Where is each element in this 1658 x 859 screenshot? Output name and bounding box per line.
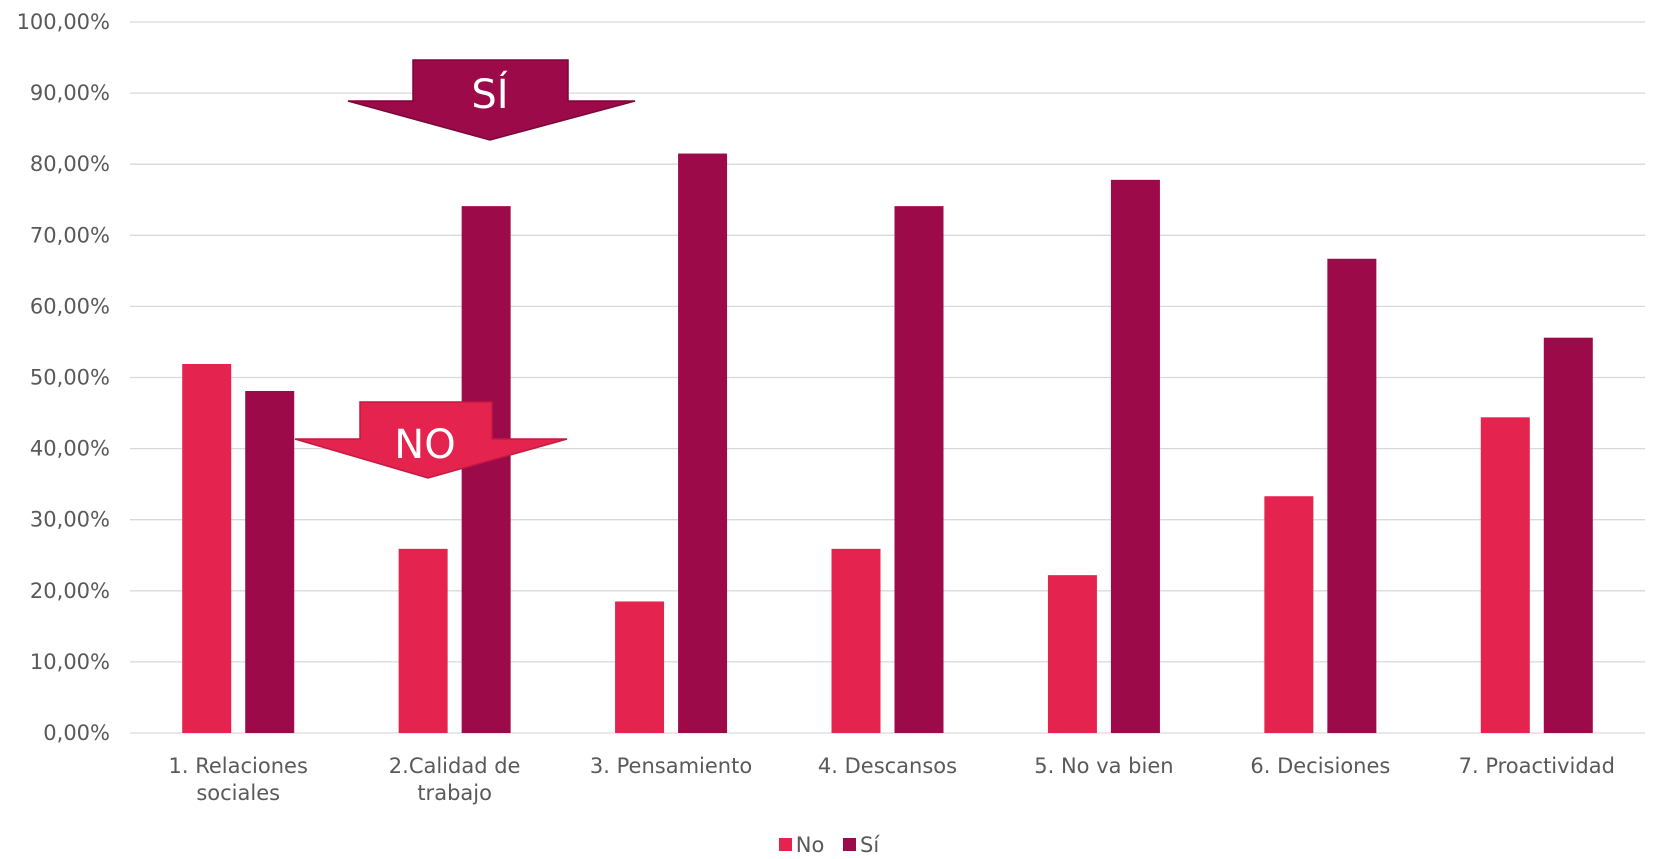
legend: No Sí xyxy=(0,832,1658,857)
x-category-label: 7. Proactividad xyxy=(1459,754,1615,778)
bar-no xyxy=(831,548,881,733)
bar-si xyxy=(245,391,295,733)
y-tick-label: 50,00% xyxy=(30,366,110,390)
bar-si xyxy=(894,206,944,734)
si-arrow-label: SÍ xyxy=(471,70,508,118)
bar-no xyxy=(398,548,448,733)
gridlines xyxy=(130,21,1645,734)
y-tick-label: 40,00% xyxy=(30,437,110,461)
y-tick-label: 10,00% xyxy=(30,650,110,674)
bars xyxy=(182,153,1593,734)
bar-no xyxy=(1047,575,1097,733)
legend-label-no: No xyxy=(795,832,825,857)
si-callout-arrow: SÍ xyxy=(347,59,636,141)
bar-no xyxy=(1264,496,1314,733)
si-arrow-shape xyxy=(347,59,636,141)
y-tick-label: 90,00% xyxy=(30,81,110,105)
y-tick-label: 80,00% xyxy=(30,152,110,176)
bar-no xyxy=(615,601,665,733)
x-category-label: 6. Decisiones xyxy=(1250,754,1390,778)
bar-si xyxy=(678,153,728,733)
y-tick-label: 30,00% xyxy=(30,508,110,532)
no-arrow-label: NO xyxy=(394,422,455,468)
bar-si xyxy=(1110,179,1160,734)
x-category-label: 1. Relaciones sociales xyxy=(169,754,308,805)
legend-item-si: Sí xyxy=(843,833,879,857)
y-tick-label: 60,00% xyxy=(30,294,110,318)
y-tick-label: 0,00% xyxy=(43,721,110,745)
y-tick-label: 100,00% xyxy=(17,10,110,34)
x-category-label: 3. Pensamiento xyxy=(590,754,752,778)
x-category-label: 2.Calidad de trabajo xyxy=(389,754,521,805)
no-arrow-shape xyxy=(294,401,568,479)
y-tick-label: 70,00% xyxy=(30,223,110,247)
legend-item-no: No xyxy=(778,832,825,857)
bar-no xyxy=(182,363,232,733)
bar-si xyxy=(461,206,511,734)
legend-swatch-no xyxy=(778,838,792,851)
x-category-label: 4. Descansos xyxy=(818,754,957,778)
bar-si xyxy=(1327,258,1377,733)
no-callout-arrow: NO xyxy=(294,401,568,479)
bar-no xyxy=(1480,417,1530,733)
x-category-label: 5. No va bien xyxy=(1034,754,1173,778)
y-tick-label: 20,00% xyxy=(30,579,110,603)
legend-label-si: Sí xyxy=(860,832,880,857)
x-axis-category-labels: 1. Relaciones sociales 2.Calidad de trabajo… xyxy=(169,754,1615,805)
legend-swatch-si xyxy=(843,838,857,851)
y-axis-tick-labels: 0,00% 10,00% 20,00% 30,00% 40,00% 50,00% 60,00… xyxy=(17,10,110,745)
bar-si xyxy=(1543,337,1593,733)
